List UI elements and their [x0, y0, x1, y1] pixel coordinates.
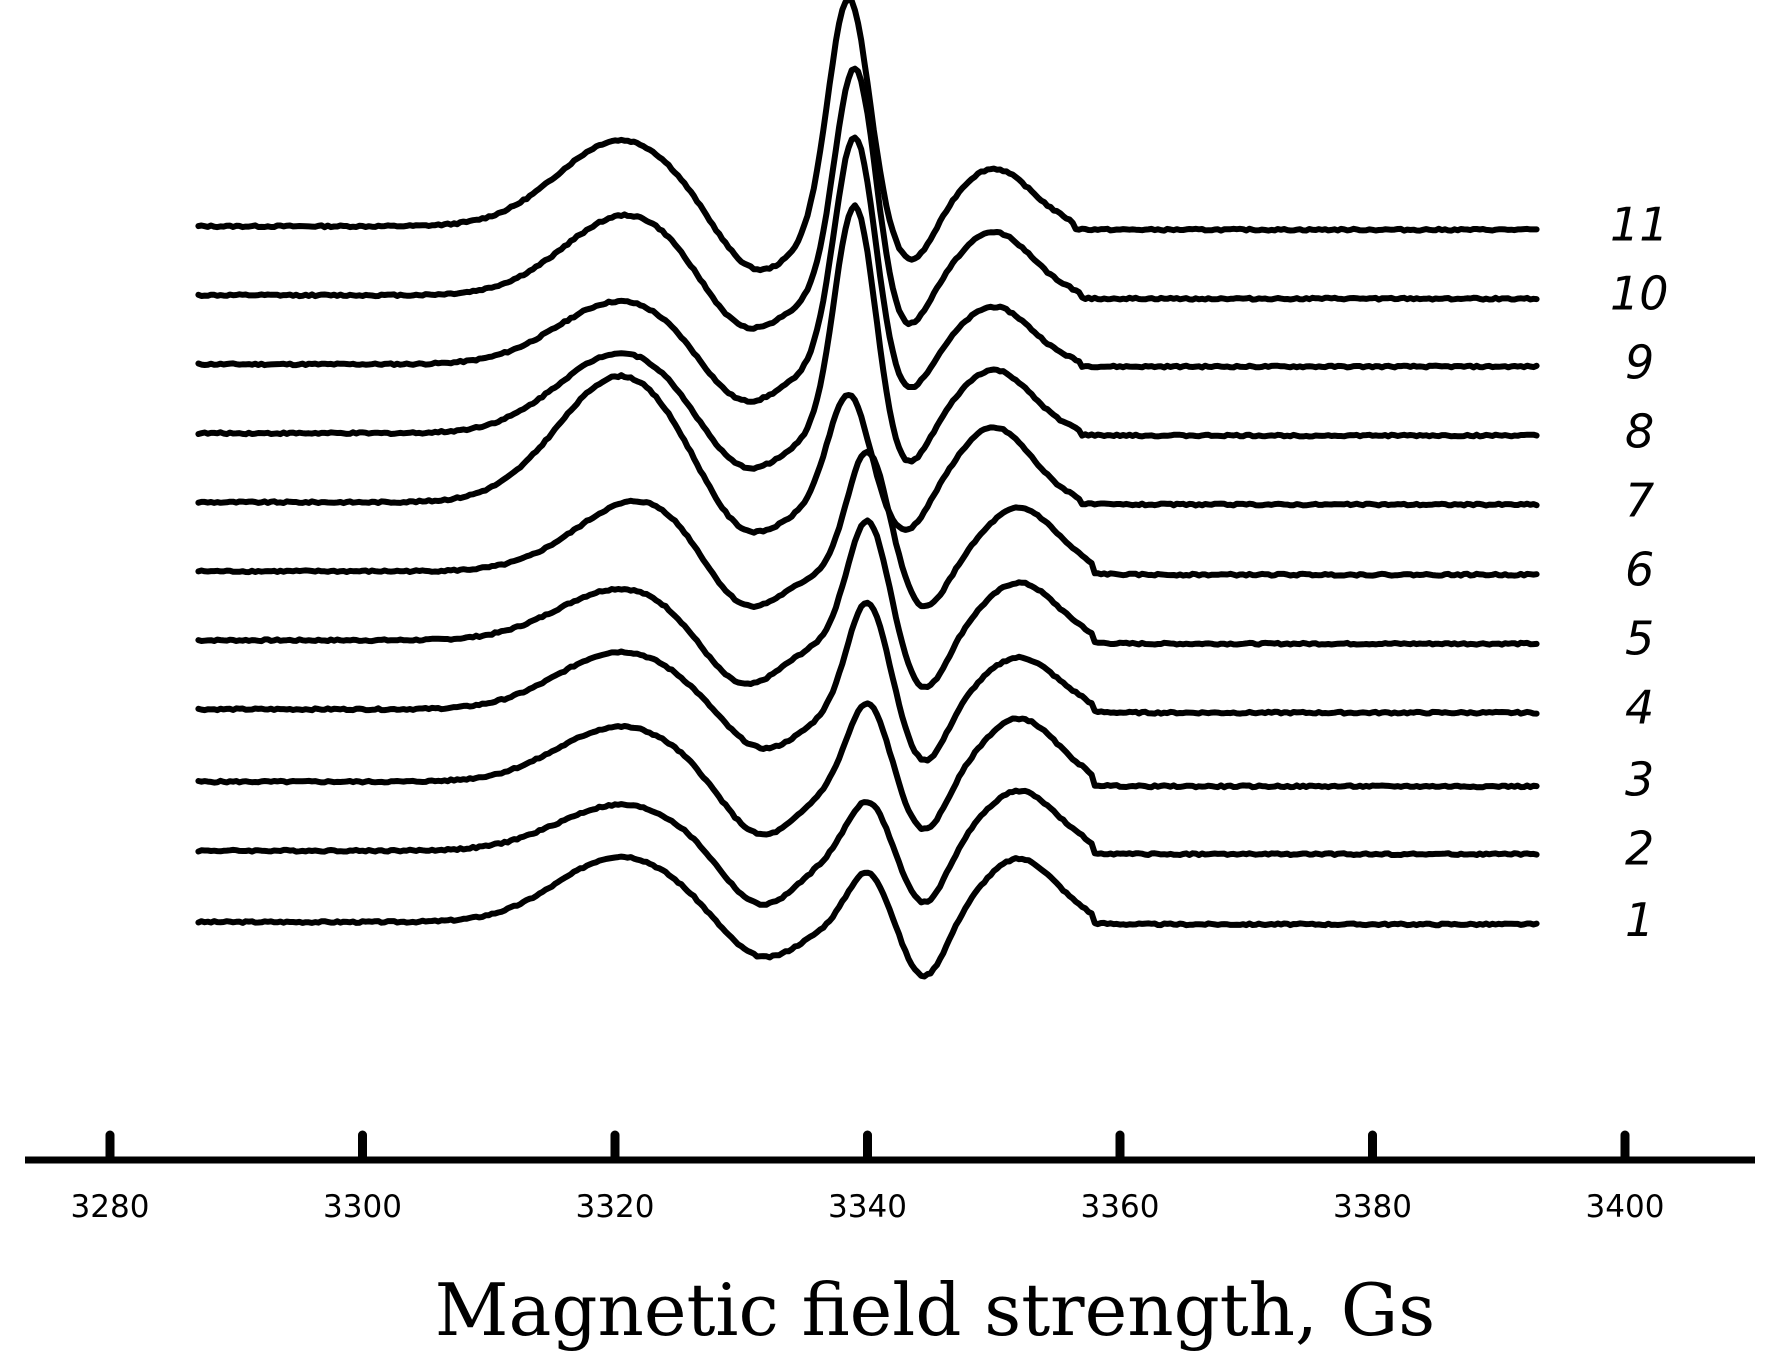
series-label-7: 7 [1625, 473, 1654, 527]
series-label-11: 11 [1610, 197, 1669, 251]
spectrum-series-3 [195, 700, 1540, 838]
series-label-9: 9 [1625, 335, 1654, 389]
series-label-3: 3 [1625, 753, 1654, 807]
spectra-layer [195, 0, 1540, 980]
spectrum-series-11 [195, 0, 1540, 274]
series-label-6: 6 [1625, 542, 1654, 596]
series-label-2: 2 [1625, 822, 1654, 876]
series-label-5: 5 [1625, 611, 1654, 665]
x-axis-title: Magnetic field strength, Gs [435, 1268, 1435, 1352]
x-tick-label-3380: 3380 [1333, 1189, 1412, 1225]
series-label-4: 4 [1625, 680, 1654, 734]
spectrum-series-9 [195, 134, 1540, 405]
x-tick-label-3340: 3340 [828, 1189, 907, 1225]
spectrum-series-5 [195, 517, 1540, 690]
series-labels: 1 2 3 4 5 6 7 8 9 10 11 [1610, 197, 1669, 947]
x-tick-label-3320: 3320 [576, 1189, 655, 1225]
x-axis-ticks: 3280 3300 3320 3340 3360 3380 3400 [71, 1130, 1665, 1225]
x-tick-label-3400: 3400 [1586, 1189, 1665, 1225]
spectrum-series-8 [195, 202, 1540, 472]
spectrum-series-6 [195, 448, 1540, 610]
x-tick-label-3300: 3300 [323, 1189, 402, 1225]
series-label-10: 10 [1610, 266, 1669, 320]
spectrum-series-1 [195, 853, 1540, 980]
spectrum-series-4 [195, 599, 1540, 764]
x-tick-label-3280: 3280 [71, 1189, 150, 1225]
spectrum-series-2 [195, 787, 1540, 908]
spectrum-series-10 [195, 65, 1540, 332]
series-label-1: 1 [1625, 893, 1654, 947]
x-tick-label-3360: 3360 [1081, 1189, 1160, 1225]
spectrum-series-7 [195, 372, 1540, 536]
series-label-8: 8 [1625, 404, 1654, 458]
